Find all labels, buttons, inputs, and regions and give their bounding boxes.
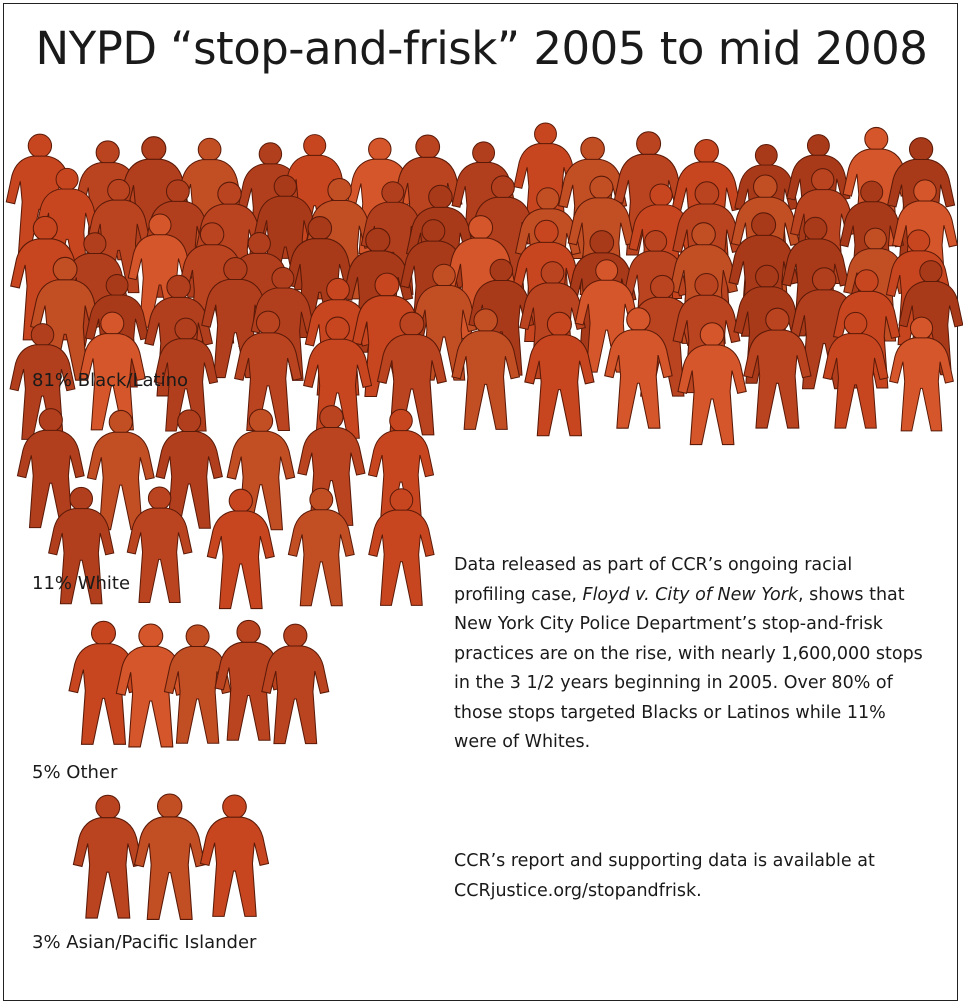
group-asian-pacific-islander-figures xyxy=(72,793,270,920)
group-other-figures xyxy=(68,619,330,748)
person-figure-icon xyxy=(134,793,206,920)
group-label-black-latino: 81% Black/Latino xyxy=(32,370,189,391)
group-label-asian-pacific-islander: 3% Asian/Pacific Islander xyxy=(32,932,257,953)
chart-title: NYPD “stop-and-frisk” 2005 to mid 2008 xyxy=(35,22,928,75)
person-figure-icon xyxy=(261,623,330,745)
person-figure-icon xyxy=(206,488,275,610)
person-figure-icon xyxy=(199,794,270,917)
person-figure-icon xyxy=(368,488,435,606)
description-text-start: Data released as part of CCR’s ongoing r… xyxy=(454,555,853,605)
group-label-white: 11% White xyxy=(32,573,131,594)
group-black-latino-figures xyxy=(5,122,963,446)
report-availability-note: CCR’s report and supporting data is avai… xyxy=(454,851,875,901)
person-figure-icon xyxy=(72,794,143,919)
description-text-end: , shows that New York City Police Depart… xyxy=(454,584,923,753)
description-paragraph: Data released as part of CCR’s ongoing r… xyxy=(454,551,924,758)
case-name: Floyd v. City of New York xyxy=(582,584,799,605)
group-label-other: 5% Other xyxy=(32,762,118,783)
